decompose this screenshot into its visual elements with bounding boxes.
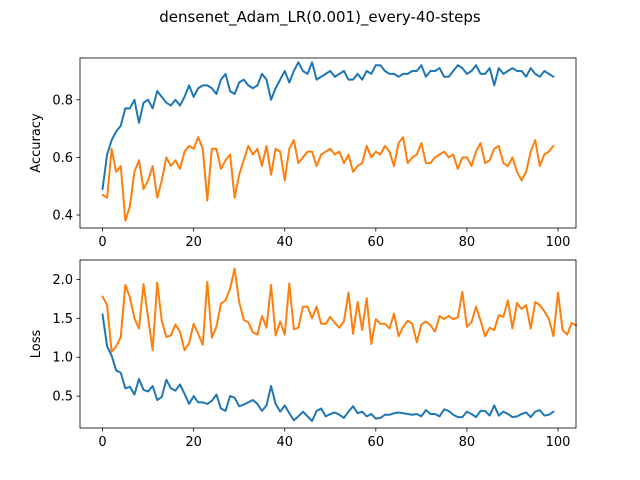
loss-xtick-label: 20 xyxy=(185,435,202,450)
accuracy-y-axis-label: Accuracy xyxy=(29,113,44,173)
loss-axes-frame xyxy=(79,259,577,429)
accuracy-series-line-1 xyxy=(101,61,555,191)
loss-ytick-label: 1.5 xyxy=(52,312,73,327)
figure-title: densenet_Adam_LR(0.001)_every-40-steps xyxy=(159,8,481,27)
accuracy-ytick-label: 0.6 xyxy=(52,151,73,166)
accuracy-xtick-label: 80 xyxy=(459,235,476,250)
accuracy-xtick-label: 20 xyxy=(185,235,202,250)
accuracy-xtick-label: 0 xyxy=(98,235,106,250)
accuracy-subplot: 0 20 40 60 80 100 0.4 0.6 0.8 Accuracy xyxy=(29,57,577,250)
accuracy-axes-frame xyxy=(79,57,577,229)
accuracy-series-line-2 xyxy=(101,136,555,222)
loss-subplot: 0 20 40 60 80 100 0.5 1.0 1.5 2.0 Loss xyxy=(29,259,578,450)
loss-ytick-label: 0.5 xyxy=(52,390,73,405)
loss-xtick-label: 80 xyxy=(459,435,476,450)
loss-series-line-1 xyxy=(101,313,555,422)
loss-xtick-label: 0 xyxy=(98,435,106,450)
accuracy-xtick-label: 60 xyxy=(368,235,385,250)
loss-xtick-label: 40 xyxy=(276,435,293,450)
loss-xtick-label: 100 xyxy=(546,435,571,450)
accuracy-ytick-label: 0.4 xyxy=(52,209,73,224)
accuracy-xtick-label: 100 xyxy=(546,235,571,250)
loss-ytick-label: 2.0 xyxy=(52,273,73,288)
loss-ytick-label: 1.0 xyxy=(52,351,73,366)
loss-series-line-2 xyxy=(101,267,578,353)
accuracy-xtick-label: 40 xyxy=(276,235,293,250)
loss-xtick-label: 60 xyxy=(368,435,385,450)
accuracy-ytick-label: 0.8 xyxy=(52,93,73,108)
loss-y-axis-label: Loss xyxy=(29,330,44,359)
